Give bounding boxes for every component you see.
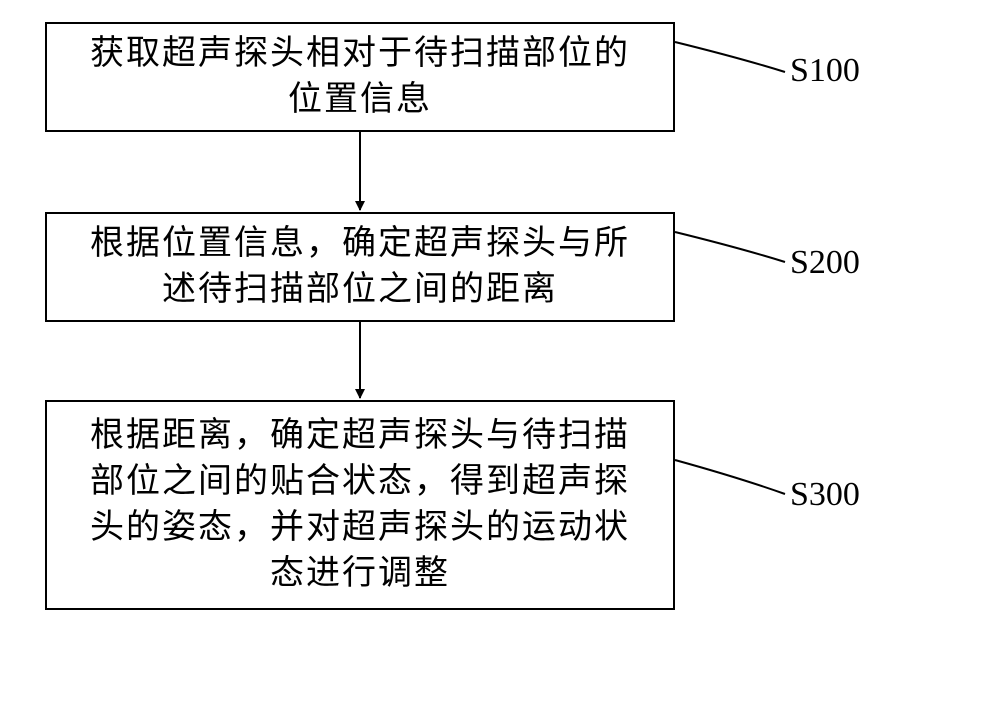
flow-label-s100: S100 — [790, 52, 860, 90]
flow-node-s200: 根据位置信息，确定超声探头与所述待扫描部位之间的距离 — [45, 212, 675, 322]
label-curve-s100 — [675, 42, 785, 72]
flow-node-s100-text: 获取超声探头相对于待扫描部位的位置信息 — [90, 31, 630, 123]
flow-node-s200-text: 根据位置信息，确定超声探头与所述待扫描部位之间的距离 — [90, 221, 630, 313]
flow-node-s300: 根据距离，确定超声探头与待扫描部位之间的贴合状态，得到超声探头的姿态，并对超声探… — [45, 400, 675, 610]
label-curve-s300 — [675, 460, 785, 494]
flow-node-s100: 获取超声探头相对于待扫描部位的位置信息 — [45, 22, 675, 132]
flow-label-s300: S300 — [790, 476, 860, 514]
flow-node-s300-text: 根据距离，确定超声探头与待扫描部位之间的贴合状态，得到超声探头的姿态，并对超声探… — [90, 413, 630, 597]
label-curve-s200 — [675, 232, 785, 262]
flowchart-canvas: 获取超声探头相对于待扫描部位的位置信息 S100 根据位置信息，确定超声探头与所… — [0, 0, 1000, 724]
flow-label-s200: S200 — [790, 244, 860, 282]
